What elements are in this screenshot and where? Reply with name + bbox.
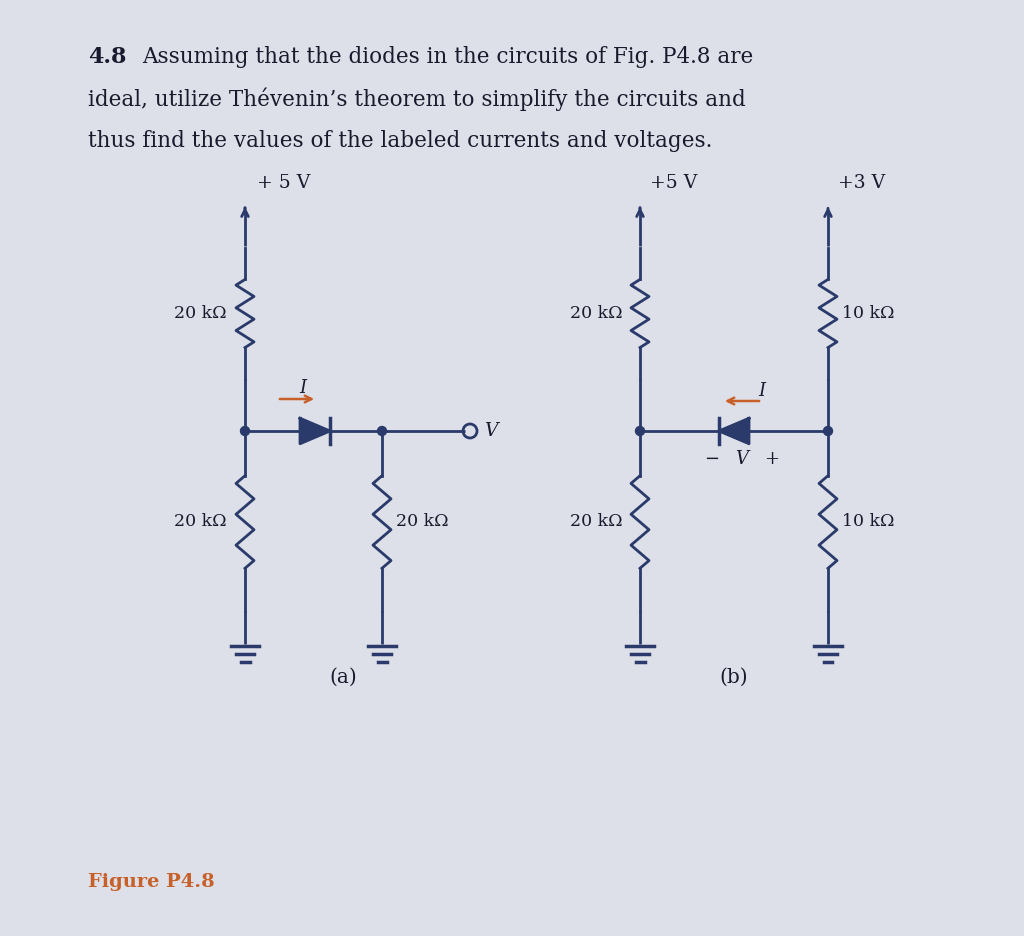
Text: Assuming that the diodes in the circuits of Fig. P4.8 are: Assuming that the diodes in the circuits… [142,46,754,68]
Text: 20 kΩ: 20 kΩ [396,514,449,531]
Text: V: V [735,450,749,468]
Polygon shape [300,418,330,444]
Text: (a): (a) [330,668,357,687]
Text: + 5 V: + 5 V [257,174,310,192]
Text: ideal, utilize Thévenin’s theorem to simplify the circuits and: ideal, utilize Thévenin’s theorem to sim… [88,88,745,111]
Text: thus find the values of the labeled currents and voltages.: thus find the values of the labeled curr… [88,130,713,152]
Text: 10 kΩ: 10 kΩ [842,305,894,322]
Circle shape [241,427,250,435]
Text: 20 kΩ: 20 kΩ [569,514,622,531]
Circle shape [636,427,644,435]
Text: I: I [759,382,766,400]
Text: Figure P4.8: Figure P4.8 [88,873,215,891]
Circle shape [378,427,386,435]
Text: −: − [705,450,720,468]
Text: V: V [484,422,498,440]
Text: 20 kΩ: 20 kΩ [174,305,227,322]
Polygon shape [719,418,749,444]
Text: +: + [765,450,779,468]
Text: 20 kΩ: 20 kΩ [174,514,227,531]
Text: 20 kΩ: 20 kΩ [569,305,622,322]
Text: (b): (b) [720,668,749,687]
Text: 10 kΩ: 10 kΩ [842,514,894,531]
Text: +3 V: +3 V [838,174,885,192]
Text: I: I [299,379,306,397]
Text: 4.8: 4.8 [88,46,127,68]
Text: +5 V: +5 V [650,174,697,192]
Circle shape [823,427,833,435]
